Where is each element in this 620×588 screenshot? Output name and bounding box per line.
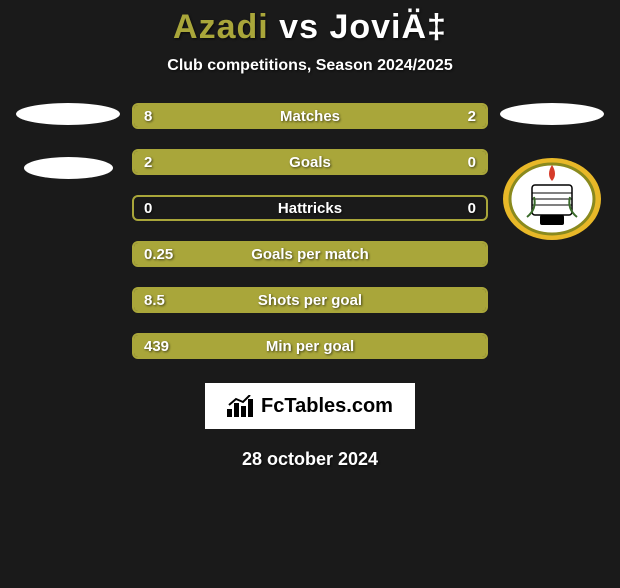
stat-label: Shots per goal <box>134 289 486 311</box>
stat-value-left: 439 <box>144 335 169 357</box>
stat-value-left: 8.5 <box>144 289 165 311</box>
left-avatar-placeholder-2 <box>24 157 113 179</box>
player-left-name: Azadi <box>173 8 269 46</box>
stat-value-left: 0 <box>144 197 152 219</box>
comparison-title: Azadi vs JoviÄ‡ <box>0 8 620 47</box>
fctables-text: FcTables.com <box>261 395 393 418</box>
stat-label: Goals per match <box>134 243 486 265</box>
stat-value-right: 2 <box>468 105 476 127</box>
stat-label: Goals <box>134 151 486 173</box>
stat-row: Goals2 0 <box>132 149 488 175</box>
right-club-logo <box>502 157 602 241</box>
club-badge-icon <box>502 157 602 241</box>
stat-label: Min per goal <box>134 335 486 357</box>
vs-separator: vs <box>269 8 330 46</box>
season-subtitle: Club competitions, Season 2024/2025 <box>0 57 620 75</box>
left-avatar-placeholder-1 <box>16 103 120 125</box>
stat-value-left: 0.25 <box>144 243 173 265</box>
fctables-chart-icon <box>227 395 255 417</box>
stat-bars: Matches82Goals20Hattricks00Goals per mat… <box>128 103 492 359</box>
stat-row: Goals per match0.25 <box>132 241 488 267</box>
comparison-main: Matches82Goals20Hattricks00Goals per mat… <box>0 103 620 359</box>
stat-label: Hattricks <box>134 197 486 219</box>
stat-label: Matches <box>134 105 486 127</box>
right-side <box>492 103 612 359</box>
stat-value-left: 2 <box>144 151 152 173</box>
stat-value-right: 0 <box>468 197 476 219</box>
left-side <box>8 103 128 359</box>
fctables-badge: FcTables.com <box>205 383 415 429</box>
stat-row: Matches8 2 <box>132 103 488 129</box>
player-right-name: JoviÄ‡ <box>329 8 447 46</box>
stat-value-left: 8 <box>144 105 152 127</box>
snapshot-date: 28 october 2024 <box>0 449 620 470</box>
stat-row: Hattricks0 0 <box>132 195 488 221</box>
right-avatar-placeholder <box>500 103 604 125</box>
stat-row: Shots per goal8.5 <box>132 287 488 313</box>
stat-value-right: 0 <box>468 151 476 173</box>
stat-row: Min per goal439 <box>132 333 488 359</box>
